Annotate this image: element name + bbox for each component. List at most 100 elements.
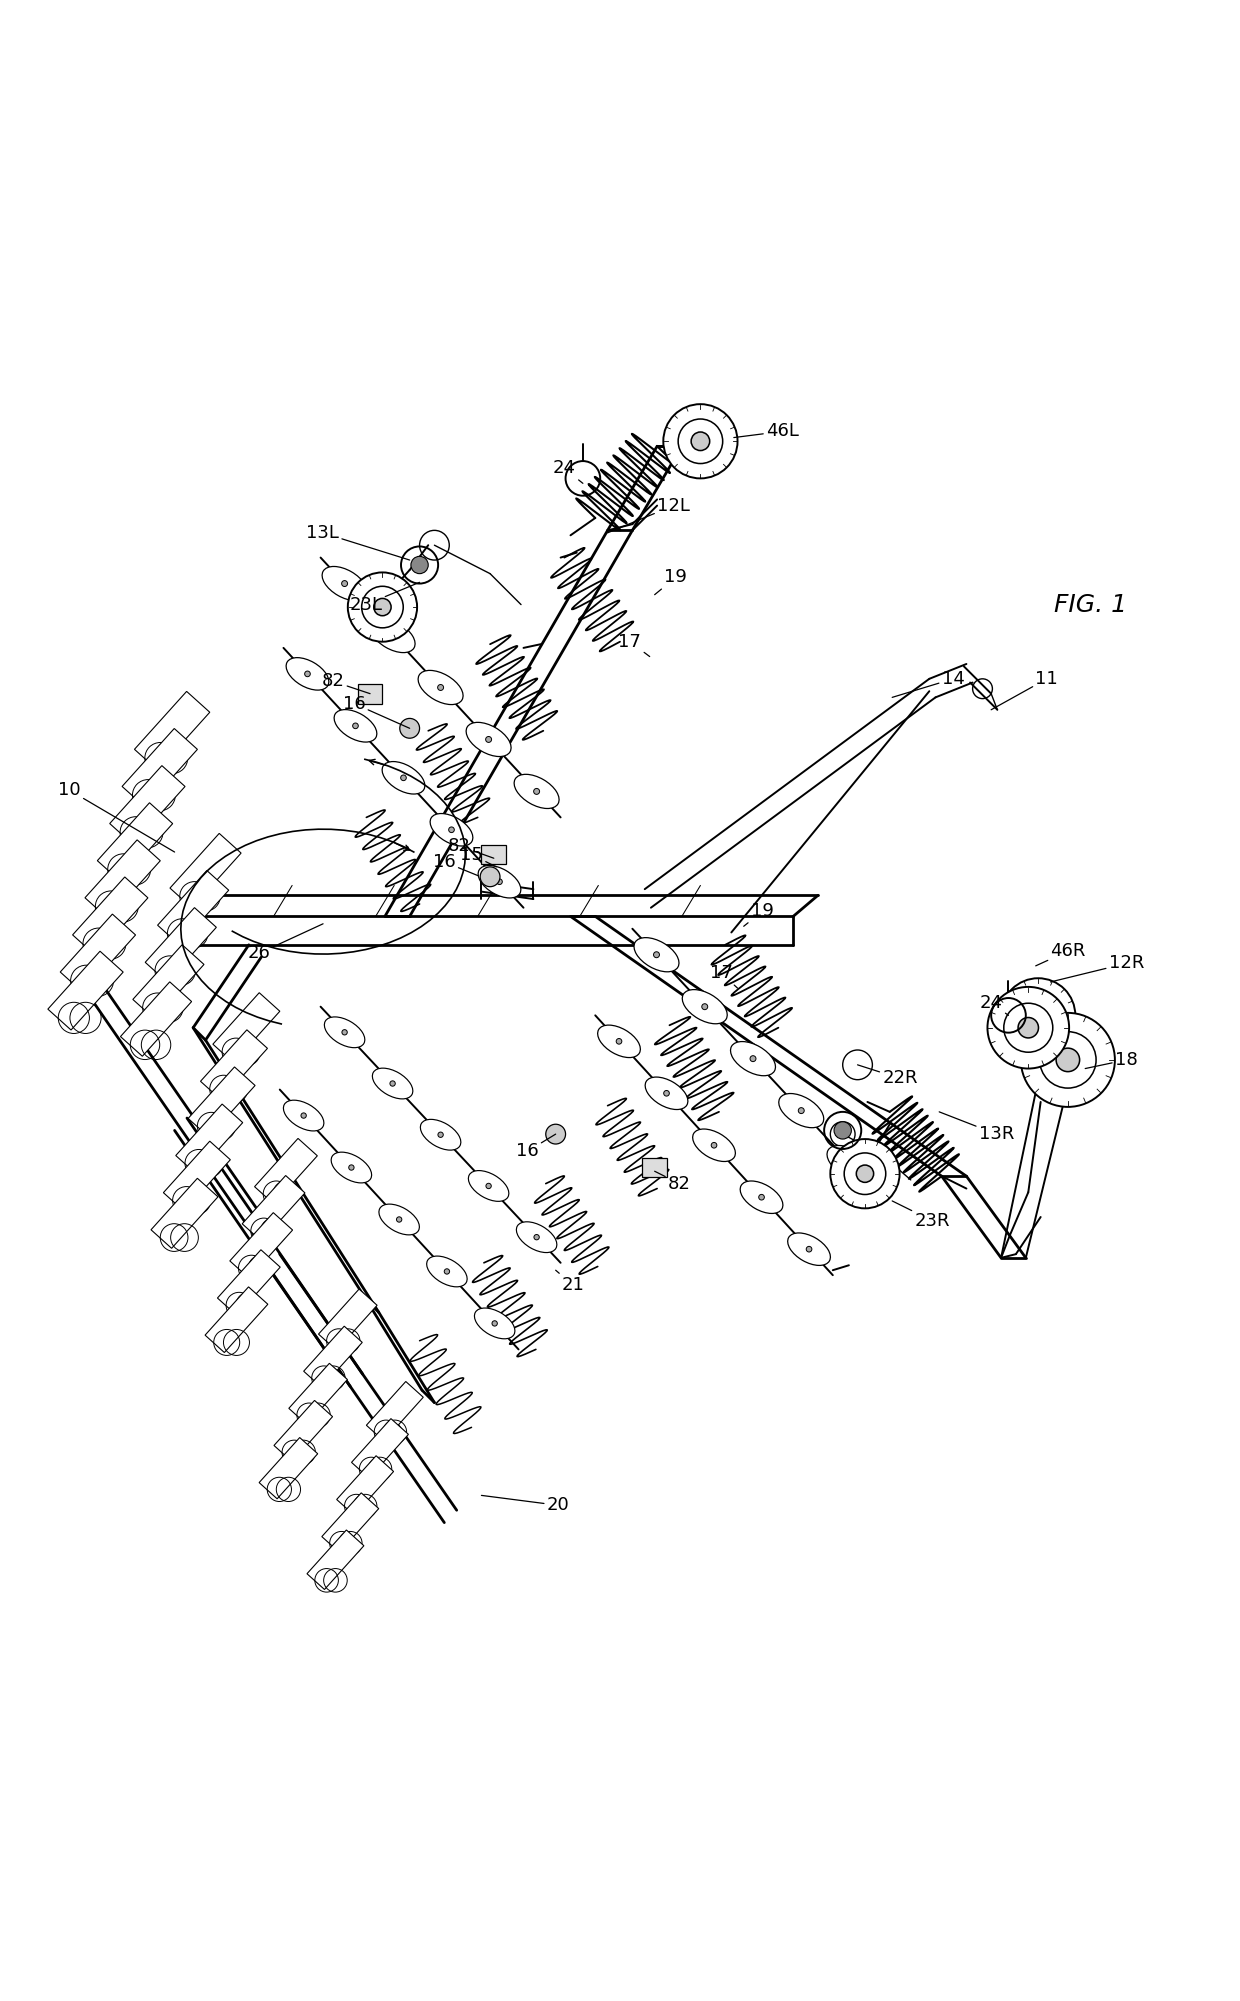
Polygon shape [48, 950, 123, 1031]
Circle shape [492, 1321, 497, 1327]
Ellipse shape [827, 1145, 872, 1181]
Polygon shape [481, 844, 506, 864]
Circle shape [663, 1091, 670, 1097]
Circle shape [857, 1165, 874, 1183]
Ellipse shape [479, 866, 521, 898]
Ellipse shape [598, 1025, 640, 1059]
Polygon shape [120, 982, 192, 1057]
Ellipse shape [382, 762, 425, 794]
Circle shape [806, 1247, 812, 1253]
Ellipse shape [430, 814, 472, 846]
Circle shape [546, 1125, 565, 1145]
Polygon shape [205, 1287, 268, 1353]
Polygon shape [122, 728, 197, 806]
Text: 17: 17 [619, 632, 650, 656]
Circle shape [534, 1235, 539, 1241]
Polygon shape [308, 1531, 363, 1589]
Circle shape [691, 432, 709, 450]
Ellipse shape [334, 710, 377, 742]
Circle shape [352, 722, 358, 728]
Polygon shape [134, 692, 210, 770]
Ellipse shape [645, 1077, 688, 1109]
Circle shape [712, 1143, 717, 1149]
Ellipse shape [730, 1043, 775, 1077]
Polygon shape [322, 1493, 378, 1553]
Polygon shape [73, 876, 148, 956]
Text: 82: 82 [448, 836, 494, 858]
Polygon shape [366, 1381, 423, 1441]
Circle shape [486, 736, 491, 742]
Text: 46L: 46L [734, 422, 799, 440]
Circle shape [799, 1109, 805, 1115]
Circle shape [397, 1217, 402, 1223]
Text: 16: 16 [516, 1135, 556, 1161]
Polygon shape [289, 1363, 347, 1425]
Circle shape [486, 1183, 491, 1189]
Text: 23L: 23L [350, 582, 419, 614]
Polygon shape [170, 832, 241, 908]
Polygon shape [109, 766, 185, 844]
Circle shape [497, 878, 502, 884]
Ellipse shape [634, 938, 680, 972]
Circle shape [835, 1123, 852, 1139]
Polygon shape [164, 1141, 231, 1211]
Circle shape [1029, 1007, 1048, 1025]
Circle shape [438, 684, 444, 690]
Polygon shape [357, 684, 382, 704]
Ellipse shape [469, 1171, 508, 1201]
Text: 12R: 12R [1050, 954, 1145, 982]
Circle shape [342, 580, 347, 586]
Polygon shape [259, 1437, 317, 1499]
Text: FIG. 1: FIG. 1 [1054, 592, 1127, 616]
Circle shape [1021, 1013, 1115, 1107]
Text: 82: 82 [655, 1171, 691, 1193]
Ellipse shape [693, 1129, 735, 1161]
Polygon shape [229, 1213, 293, 1279]
Ellipse shape [682, 990, 727, 1025]
Text: 82: 82 [321, 672, 370, 694]
Ellipse shape [515, 774, 559, 808]
Circle shape [847, 1161, 852, 1165]
Circle shape [1018, 1019, 1038, 1039]
Text: 13R: 13R [939, 1113, 1014, 1143]
Circle shape [1001, 978, 1075, 1053]
Polygon shape [98, 802, 172, 882]
Text: 13L: 13L [306, 524, 409, 560]
Ellipse shape [331, 1153, 372, 1183]
Circle shape [373, 598, 391, 616]
Text: 12L: 12L [608, 496, 689, 532]
Circle shape [342, 1031, 347, 1035]
Polygon shape [157, 870, 228, 944]
Ellipse shape [418, 670, 463, 704]
Ellipse shape [740, 1181, 782, 1213]
Circle shape [410, 556, 428, 574]
Ellipse shape [379, 1205, 419, 1235]
Ellipse shape [284, 1101, 324, 1131]
Circle shape [438, 1133, 443, 1137]
Text: 22R: 22R [858, 1065, 918, 1087]
Ellipse shape [372, 1069, 413, 1099]
Ellipse shape [516, 1223, 557, 1253]
Text: 20: 20 [481, 1495, 569, 1515]
Circle shape [399, 718, 419, 738]
Ellipse shape [325, 1017, 365, 1049]
Text: 14: 14 [893, 670, 965, 698]
Text: 24: 24 [980, 994, 1008, 1015]
Polygon shape [217, 1251, 280, 1315]
Circle shape [702, 1005, 708, 1011]
Circle shape [348, 1165, 355, 1171]
Circle shape [987, 986, 1069, 1069]
Ellipse shape [427, 1257, 467, 1287]
Text: 18: 18 [1085, 1051, 1137, 1069]
Polygon shape [61, 914, 135, 992]
Text: 17: 17 [711, 964, 738, 988]
Polygon shape [188, 1067, 255, 1137]
Circle shape [1056, 1049, 1080, 1073]
Polygon shape [151, 1179, 218, 1249]
Text: 21: 21 [556, 1271, 584, 1295]
Text: 23R: 23R [893, 1201, 950, 1231]
Polygon shape [176, 1105, 243, 1175]
Text: 46R: 46R [1035, 942, 1086, 966]
Polygon shape [254, 1139, 317, 1205]
Circle shape [831, 1139, 899, 1209]
